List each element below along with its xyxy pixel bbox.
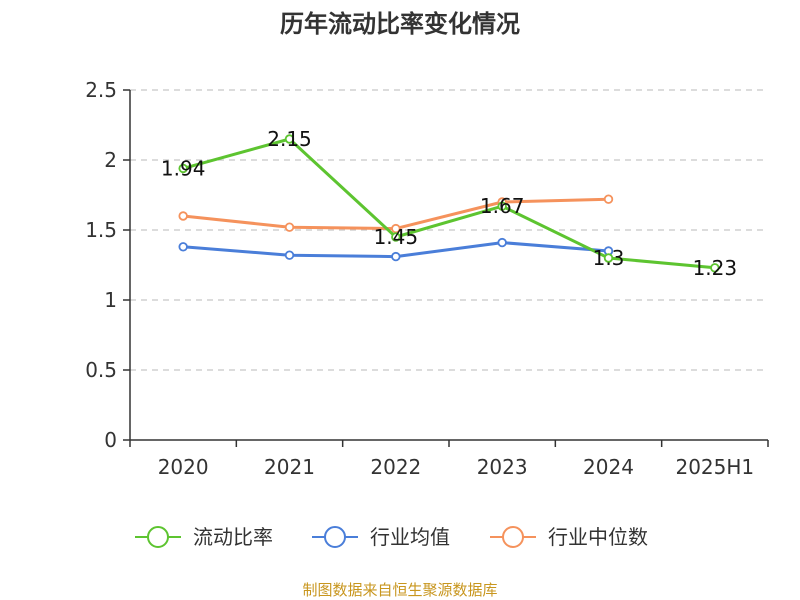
y-tick-label-5: 2.5 xyxy=(85,78,117,102)
data-label-0: 1.94 xyxy=(161,156,206,180)
series-2-point-0[interactable] xyxy=(178,211,188,221)
series-0-point-0[interactable] xyxy=(178,163,188,174)
legend-label-2[interactable]: 行业中位数 xyxy=(548,525,648,549)
source-note: 制图数据来自恒生聚源数据库 xyxy=(302,581,497,599)
data-label-5: 1.23 xyxy=(693,256,738,280)
legend-label-1[interactable]: 行业均值 xyxy=(370,525,450,549)
x-tick-label-0: 2020 xyxy=(158,455,209,479)
series-group xyxy=(178,134,720,273)
series-0-point-3[interactable] xyxy=(497,201,507,211)
legend-label-0[interactable]: 流动比率 xyxy=(193,525,273,549)
data-labels: 1.94 2.15 1.45 1.67 1.3 1.23 xyxy=(161,127,737,280)
x-tick-label-2: 2022 xyxy=(370,455,421,479)
data-label-1: 2.15 xyxy=(267,127,312,151)
series-0-point-1[interactable] xyxy=(284,134,295,144)
legend[interactable]: 流动比率 行业均值 行业中位数 xyxy=(135,525,648,549)
y-tick-label-1: 0.5 xyxy=(85,358,117,382)
series-0-point-5[interactable] xyxy=(710,263,720,273)
series-2-point-1[interactable] xyxy=(284,222,295,232)
series-1-point-0[interactable] xyxy=(178,242,188,252)
chart-title: 历年流动比率变化情况 xyxy=(280,10,520,38)
data-label-2: 1.45 xyxy=(374,225,419,249)
x-tick-label-4: 2024 xyxy=(583,455,634,479)
legend-marker-0[interactable] xyxy=(147,526,169,548)
x-axis-ticks: 2020 2021 2022 2023 2024 2025H1 xyxy=(129,440,769,479)
series-1-point-2[interactable] xyxy=(391,251,401,262)
x-tick-label-3: 2023 xyxy=(477,455,528,479)
y-tick-label-4: 2 xyxy=(104,148,117,172)
series-2-point-4[interactable] xyxy=(603,194,614,204)
legend-marker-1[interactable] xyxy=(324,526,346,548)
legend-marker-2[interactable] xyxy=(502,526,524,548)
y-tick-label-0: 0 xyxy=(104,428,117,452)
y-tick-label-3: 1.5 xyxy=(85,218,117,242)
series-0-point-4[interactable] xyxy=(603,253,614,263)
series-1-point-3[interactable] xyxy=(497,237,507,248)
x-tick-label-1: 2021 xyxy=(264,455,315,479)
y-tick-label-2: 1 xyxy=(104,288,117,312)
y-axis-ticks: 0 0.5 1 1.5 2 2.5 xyxy=(85,78,130,452)
series-1-point-1[interactable] xyxy=(284,250,295,260)
data-label-4: 1.3 xyxy=(593,246,625,270)
series-0-point-2[interactable] xyxy=(391,232,401,242)
series-line-0 xyxy=(181,137,717,270)
data-label-3: 1.67 xyxy=(480,194,525,218)
grid-lines xyxy=(130,89,768,371)
x-tick-label-5: 2025H1 xyxy=(675,455,754,479)
